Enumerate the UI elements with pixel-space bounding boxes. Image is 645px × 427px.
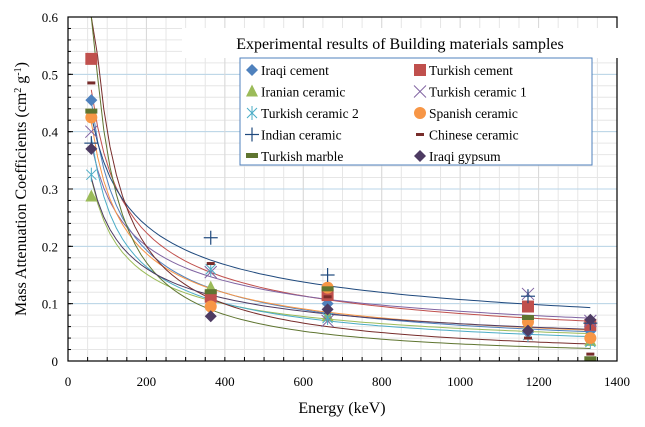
legend-label-iranian-ceramic: Iranian ceramic bbox=[261, 85, 345, 100]
legend-marker-turkish-ceramic-2 bbox=[246, 106, 258, 120]
y-tick-label: 0.5 bbox=[42, 67, 58, 82]
legend-marker-indian-ceramic bbox=[245, 127, 259, 142]
x-tick-label: 600 bbox=[294, 374, 314, 389]
y-tick-label: 0.2 bbox=[42, 239, 58, 254]
x-tick-label: 0 bbox=[65, 374, 72, 389]
trendline-turkish-cement bbox=[90, 89, 591, 322]
trendline-iranian-ceramic bbox=[90, 178, 591, 335]
trendlines bbox=[90, 16, 591, 349]
legend-label-iraqi-cement: Iraqi cement bbox=[261, 63, 329, 78]
legend-label-iraqi-gypsum: Iraqi gypsum bbox=[429, 149, 501, 164]
x-tick-label: 200 bbox=[137, 374, 157, 389]
legend-marker-chinese-ceramic bbox=[416, 133, 424, 136]
data-point-indian-ceramic bbox=[320, 268, 335, 282]
data-point-turkish-marble bbox=[85, 108, 98, 114]
data-point-turkish-marble bbox=[584, 356, 597, 362]
data-point-chinese-ceramic bbox=[323, 295, 332, 299]
data-markers bbox=[84, 52, 598, 362]
data-point-chinese-ceramic bbox=[206, 262, 215, 266]
data-point-chinese-ceramic bbox=[87, 81, 96, 85]
x-tick-label: 800 bbox=[372, 374, 392, 389]
y-tick-label: 0.6 bbox=[42, 10, 59, 25]
data-point-turkish-cement bbox=[521, 300, 534, 313]
x-tick-label: 400 bbox=[215, 374, 235, 389]
data-point-indian-ceramic bbox=[203, 230, 218, 245]
trendline-turkish-marble bbox=[90, 16, 591, 349]
data-point-turkish-marble bbox=[204, 289, 217, 295]
data-point-turkish-ceramic-1-stroke bbox=[84, 125, 98, 139]
trendline-iraqi-gypsum bbox=[90, 177, 591, 330]
trendline-turkish-ceramic-1 bbox=[90, 144, 591, 319]
legend-marker-iraqi-cement bbox=[246, 64, 258, 76]
data-point-spanish-ceramic bbox=[584, 332, 597, 345]
chart-title: Experimental results of Building materia… bbox=[236, 36, 563, 53]
data-point-spanish-ceramic bbox=[204, 300, 217, 313]
legend-label-indian-ceramic: Indian ceramic bbox=[261, 128, 342, 143]
data-point-iraqi-gypsum bbox=[584, 313, 597, 326]
y-tick-label: 0.3 bbox=[42, 182, 58, 197]
data-point-iraqi-gypsum bbox=[204, 310, 217, 323]
data-point-turkish-ceramic-1 bbox=[84, 125, 98, 139]
data-point-iraqi-gypsum bbox=[321, 303, 334, 316]
data-point-turkish-marble bbox=[521, 315, 534, 320]
axes bbox=[67, 16, 618, 362]
legend-label-spanish-ceramic: Spanish ceramic bbox=[429, 106, 518, 121]
legend-label-turkish-ceramic-2: Turkish ceramic 2 bbox=[261, 106, 359, 121]
y-tick-label: 0 bbox=[52, 354, 59, 369]
legend-marker-turkish-marble bbox=[246, 153, 258, 158]
data-point-iraqi-cement bbox=[85, 94, 98, 107]
legend-marker-iraqi-gypsum bbox=[414, 150, 426, 162]
x-axis-title: Energy (keV) bbox=[298, 400, 385, 417]
x-tick-label: 1400 bbox=[604, 374, 630, 389]
legend: Iraqi cement Turkish cement Iranian cerami… bbox=[239, 57, 593, 166]
legend-marker-turkish-ceramic-1 bbox=[413, 85, 427, 98]
y-axis-title-mid: g bbox=[13, 76, 30, 88]
legend-label-turkish-marble: Turkish marble bbox=[261, 149, 343, 164]
x-tick-label: 1200 bbox=[526, 374, 552, 389]
legend-label-turkish-ceramic-1: Turkish ceramic 1 bbox=[429, 85, 527, 100]
y-tick-label: 0.4 bbox=[42, 125, 59, 140]
legend-label-turkish-cement: Turkish cement bbox=[429, 63, 513, 78]
legend-marker-turkish-cement bbox=[414, 64, 426, 76]
y-axis-title-sup1: 2 bbox=[13, 88, 24, 93]
y-axis-title-sup2: -1 bbox=[13, 67, 24, 75]
data-point-turkish-cement bbox=[85, 52, 98, 65]
data-point-iraqi-gypsum bbox=[85, 142, 98, 155]
y-tick-label: 0.1 bbox=[42, 297, 58, 312]
x-tick-label: 1000 bbox=[447, 374, 473, 389]
legend-marker-spanish-ceramic bbox=[414, 107, 426, 119]
y-axis-title-end: ) bbox=[13, 62, 30, 67]
y-axis-title: Mass Attenuation Coefficients (cm2 g-1) bbox=[13, 62, 31, 316]
data-point-chinese-ceramic bbox=[523, 336, 532, 340]
legend-marker-iranian-ceramic bbox=[246, 84, 258, 97]
trendline-turkish-ceramic-2 bbox=[90, 137, 591, 338]
data-point-iranian-ceramic bbox=[85, 189, 98, 202]
data-point-turkish-ceramic-2 bbox=[85, 167, 97, 182]
legend-marker-turkish-ceramic-1-stroke bbox=[413, 85, 427, 98]
y-axis-title-main: Mass Attenuation Coefficients (cm bbox=[13, 92, 30, 316]
data-point-chinese-ceramic bbox=[586, 352, 595, 356]
title-background bbox=[182, 28, 618, 58]
trendline-chinese-ceramic bbox=[90, 16, 591, 345]
trendline-indian-ceramic bbox=[90, 115, 591, 309]
data-point-spanish-ceramic bbox=[85, 111, 98, 124]
data-point-iraqi-gypsum bbox=[521, 324, 534, 337]
data-point-turkish-marble bbox=[321, 286, 334, 292]
data-point-indian-ceramic bbox=[520, 289, 535, 304]
tick-labels: 0 200 400 600 800 1000 1200 1400 0 0.1 0.2 0.3 0.4 0.… bbox=[42, 10, 630, 389]
legend-label-chinese-ceramic: Chinese ceramic bbox=[429, 128, 519, 143]
